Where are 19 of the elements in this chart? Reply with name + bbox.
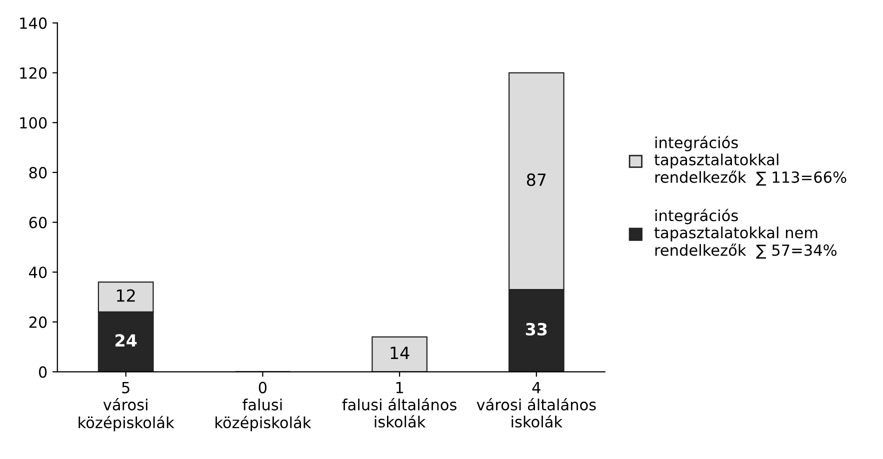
legend-label: integrációs tapasztalatokkal rendelkezők ∑ 113=66% — [654, 136, 846, 186]
y-tick-label: 120 — [20, 67, 47, 79]
data-label: 33 — [526, 322, 547, 336]
y-tick-label: 80 — [29, 166, 47, 178]
x-tick-label: 5 városi középiskolák — [78, 382, 174, 432]
y-tick-label: 40 — [28, 266, 47, 278]
y-tick-label: 100 — [20, 117, 47, 129]
y-tick-label: 0 — [38, 366, 47, 378]
y-tick-label: 60 — [29, 216, 47, 228]
x-tick-label: 4 városi általános iskolák — [476, 382, 596, 428]
y-tick-label: 20 — [29, 316, 47, 328]
data-label: 12 — [117, 289, 135, 302]
x-tick-label: 1 falusi általános iskolák — [342, 382, 456, 428]
y-tick-label: 140 — [20, 17, 47, 29]
x-tick-label: 0 falusi középiskolák — [216, 382, 312, 432]
data-label: 24 — [116, 334, 137, 346]
data-label: 14 — [390, 346, 410, 359]
data-label: 87 — [526, 173, 546, 186]
legend-label: integrációs tapasztalatokkal nem rendelkezők ∑ 57=34% — [654, 208, 836, 259]
